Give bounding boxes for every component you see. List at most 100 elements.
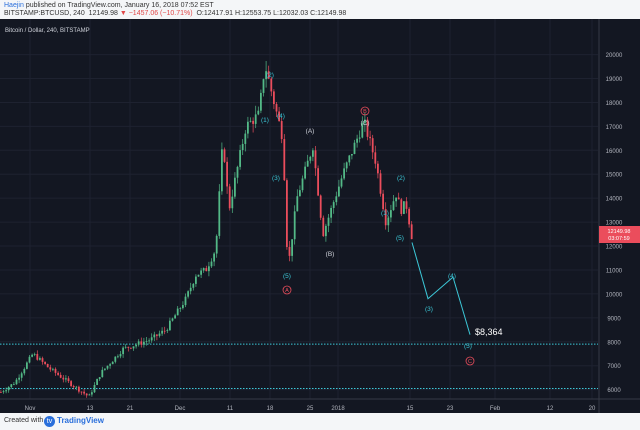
candle-body	[205, 268, 208, 272]
candle-body	[312, 150, 314, 157]
candle-body	[18, 377, 20, 380]
candle-body	[150, 337, 153, 341]
candle-body	[351, 153, 353, 156]
candle-body	[314, 150, 317, 169]
candle-body	[119, 354, 122, 357]
candle-body	[270, 78, 273, 92]
candle-body	[239, 150, 241, 167]
wave-label-cyan: (1)	[381, 210, 389, 217]
x-tick-label: 13	[87, 406, 94, 412]
candle-body	[247, 121, 249, 134]
y-tick-label: 16000	[606, 149, 623, 155]
candle-body	[343, 168, 345, 179]
candle-body	[111, 361, 114, 365]
candle-body	[262, 79, 265, 93]
candle-body	[75, 386, 78, 388]
last-price-tag-value: 12149.98	[608, 229, 631, 235]
candle-body	[395, 197, 397, 202]
candle-body	[319, 195, 322, 218]
candle-body	[202, 268, 205, 271]
candle-body	[78, 386, 80, 392]
candle-body	[340, 178, 343, 187]
candle-body	[231, 196, 234, 209]
ohlc-values: O:12417.91 H:12553.75 L:12032.03 C:12149…	[196, 10, 347, 17]
chart-header: Haejin published on TradingView.com, Jan…	[0, 0, 640, 19]
candle-body	[101, 369, 104, 378]
y-tick-label: 15000	[606, 173, 623, 179]
candle-body	[91, 392, 93, 395]
candle-body	[236, 166, 239, 178]
wave-label-white: (C)	[360, 120, 369, 127]
candle-body	[15, 379, 18, 385]
candle-body	[54, 368, 57, 373]
candle-body	[153, 334, 156, 338]
y-tick-label: 13000	[606, 221, 623, 227]
candle-body	[109, 364, 111, 366]
wave-label-white: (A)	[306, 128, 315, 135]
y-tick-label: 20000	[606, 53, 623, 59]
candle-body	[293, 211, 296, 240]
last-price-tag	[599, 226, 640, 243]
y-tick-label: 8000	[607, 340, 621, 346]
y-tick-label: 14000	[606, 197, 623, 203]
last-price-tag-timer: 03:07:59	[608, 236, 629, 242]
y-tick-label: 6000	[607, 388, 621, 394]
price-chart[interactable]: 6000 7000 8000 9000 10000 11000 12000 13000 1400…	[0, 19, 640, 413]
wave-label-white: (B)	[326, 251, 335, 258]
wave-label-cyan: (4)	[448, 273, 456, 280]
tradingview-brand[interactable]: TradingView	[57, 416, 104, 425]
x-tick-label: 2018	[331, 406, 345, 412]
candle-body	[280, 121, 283, 140]
symbol-name: BITSTAMP:BTCUSD, 240	[4, 10, 85, 17]
symbol-line: BITSTAMP:BTCUSD, 240 12149.98 ▼ −1457.06…	[4, 10, 346, 17]
candle-body	[364, 119, 366, 124]
candle-body	[65, 378, 67, 380]
chart-canvas[interactable]: 6000 7000 8000 9000 10000 11000 12000 13000 1400…	[0, 19, 640, 413]
candle-body	[189, 287, 192, 292]
x-tick-label: 18	[267, 406, 274, 412]
candle-body	[234, 177, 236, 197]
candle-body	[390, 210, 392, 218]
candle-body	[371, 138, 374, 153]
y-tick-label: 7000	[607, 364, 621, 370]
candle-body	[127, 346, 130, 348]
candle-body	[137, 341, 140, 345]
candle-body	[283, 139, 286, 181]
chart-footer: Created with tv TradingView	[0, 413, 640, 430]
candle-body	[265, 71, 267, 80]
candle-body	[382, 193, 384, 210]
candle-body	[93, 384, 96, 393]
x-tick-label: 11	[227, 406, 234, 412]
candle-body	[83, 391, 85, 394]
candle-body	[98, 377, 101, 380]
x-tick-label: 21	[127, 406, 134, 412]
candle-body	[23, 368, 26, 374]
wave-label-red: C	[468, 359, 472, 365]
candle-body	[163, 330, 166, 332]
candle-body	[403, 201, 405, 214]
candle-body	[0, 392, 2, 393]
x-tick-label: 25	[307, 406, 314, 412]
candle-body	[52, 368, 54, 370]
candle-body	[410, 224, 413, 240]
candle-body	[335, 196, 338, 203]
candle-body	[301, 178, 304, 191]
y-tick-label: 10000	[606, 292, 623, 298]
candle-body	[132, 346, 135, 349]
wave-label-cyan: (5)	[283, 273, 291, 280]
wave-label-red-circle	[465, 356, 475, 366]
candle-body	[387, 217, 390, 226]
candle-body	[130, 347, 132, 349]
candle-body	[353, 142, 356, 154]
author-link[interactable]: Haejin	[4, 2, 24, 9]
candle-body	[96, 379, 98, 385]
candle-body	[358, 137, 361, 139]
candle-body	[254, 114, 257, 124]
candle-body	[218, 191, 221, 236]
candle-body	[200, 270, 202, 275]
candle-body	[176, 308, 179, 316]
x-tick-label: Nov	[25, 406, 36, 412]
candle-body	[44, 361, 46, 364]
wave-label-cyan: (5)	[464, 343, 472, 350]
candle-body	[2, 391, 5, 393]
